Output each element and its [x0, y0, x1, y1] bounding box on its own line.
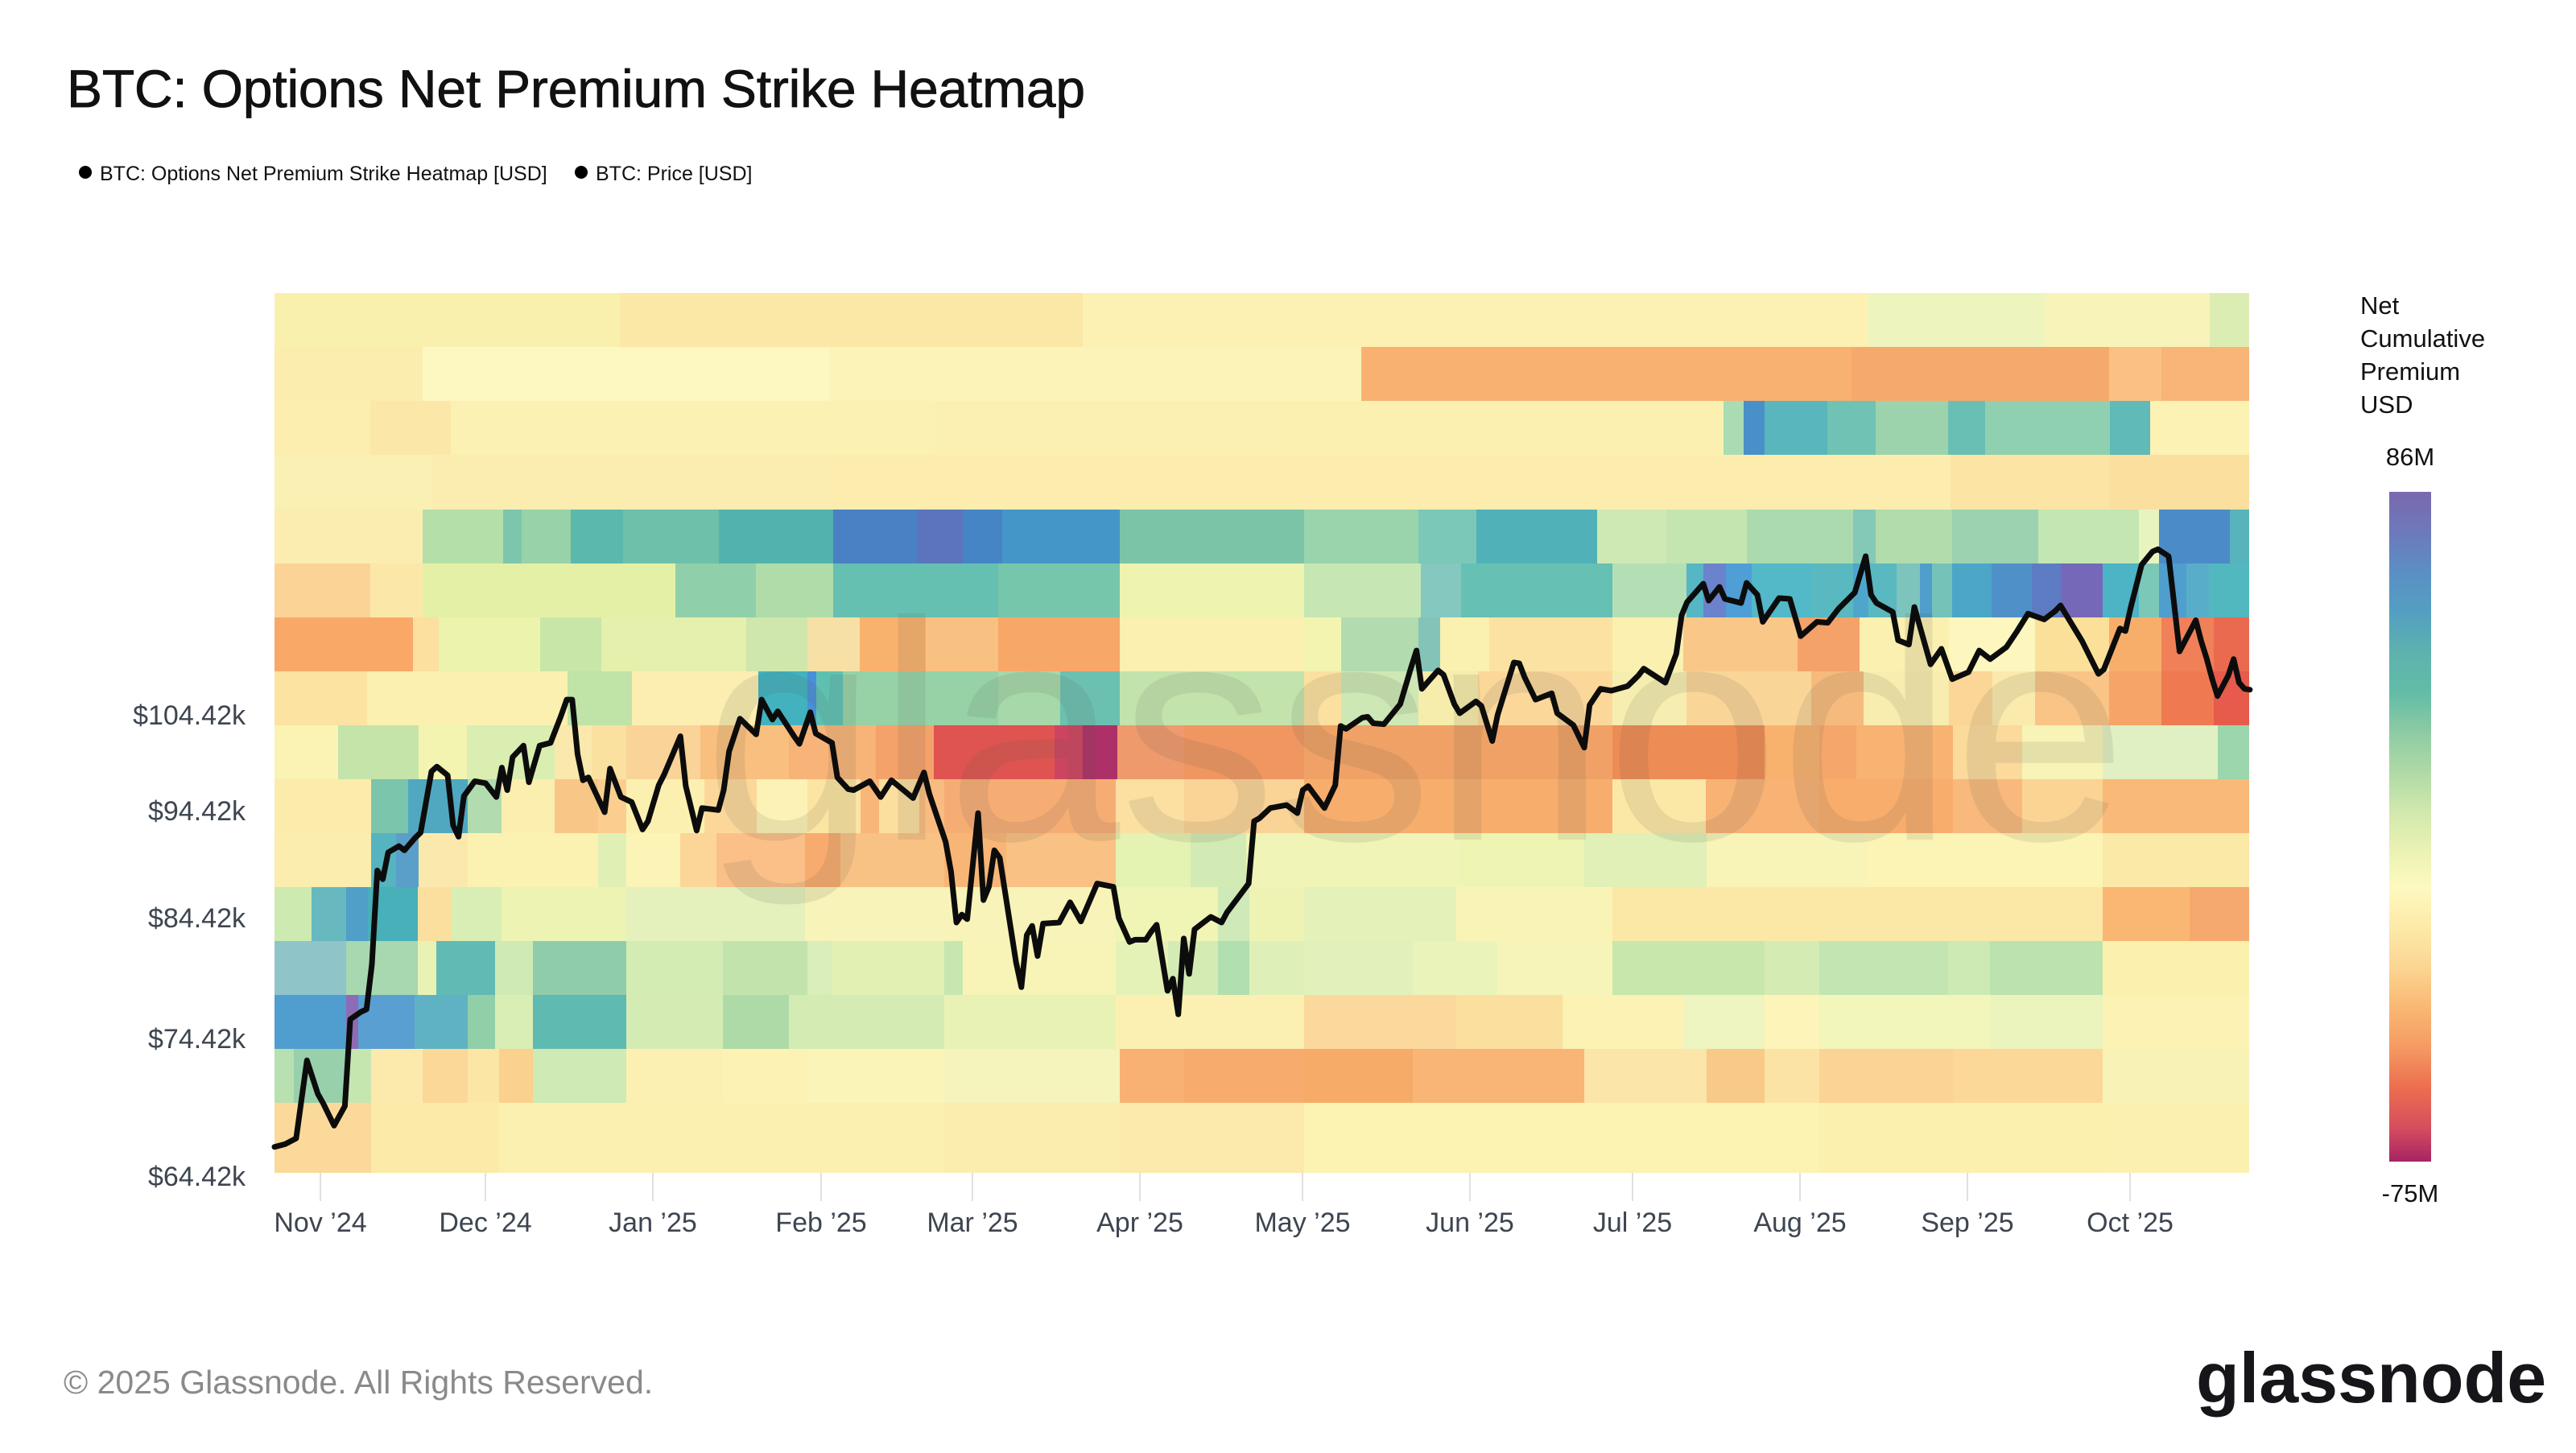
svg-text:BTC: Options Net Premium Strik: BTC: Options Net Premium Strike Heatmap [67, 59, 1085, 118]
svg-text:© 2025 Glassnode. All Rights R: © 2025 Glassnode. All Rights Reserved. [64, 1364, 653, 1401]
svg-text:Feb ’25: Feb ’25 [775, 1207, 866, 1238]
svg-text:USD: USD [2360, 390, 2413, 419]
svg-text:-75M: -75M [2382, 1179, 2439, 1207]
svg-text:Cumulative: Cumulative [2360, 324, 2485, 353]
svg-text:$94.42k: $94.42k [148, 796, 246, 827]
svg-text:$84.42k: $84.42k [148, 903, 246, 934]
svg-text:Premium: Premium [2360, 357, 2460, 386]
svg-text:BTC: Options Net Premium Strik: BTC: Options Net Premium Strike Heatmap … [100, 163, 547, 185]
svg-text:Sep ’25: Sep ’25 [1921, 1207, 2013, 1238]
svg-text:Dec ’24: Dec ’24 [439, 1207, 531, 1238]
svg-text:$104.42k: $104.42k [133, 700, 246, 731]
svg-text:Aug ’25: Aug ’25 [1753, 1207, 1846, 1238]
svg-text:May ’25: May ’25 [1254, 1207, 1350, 1238]
svg-text:Oct ’25: Oct ’25 [2087, 1207, 2174, 1238]
svg-text:glassnode: glassnode [704, 558, 2128, 908]
svg-text:Mar ’25: Mar ’25 [927, 1207, 1018, 1238]
svg-text:Jan ’25: Jan ’25 [609, 1207, 697, 1238]
svg-text:Jul ’25: Jul ’25 [1593, 1207, 1672, 1238]
svg-text:Apr ’25: Apr ’25 [1096, 1207, 1183, 1238]
svg-text:86M: 86M [2386, 443, 2434, 471]
svg-text:$64.42k: $64.42k [148, 1162, 246, 1192]
svg-text:BTC: Price [USD]: BTC: Price [USD] [596, 163, 752, 185]
svg-text:Net: Net [2360, 291, 2400, 320]
svg-text:glassnode: glassnode [2196, 1338, 2546, 1418]
svg-text:Jun ’25: Jun ’25 [1426, 1207, 1514, 1238]
svg-text:Nov ’24: Nov ’24 [274, 1207, 366, 1238]
svg-text:$74.42k: $74.42k [148, 1024, 246, 1055]
